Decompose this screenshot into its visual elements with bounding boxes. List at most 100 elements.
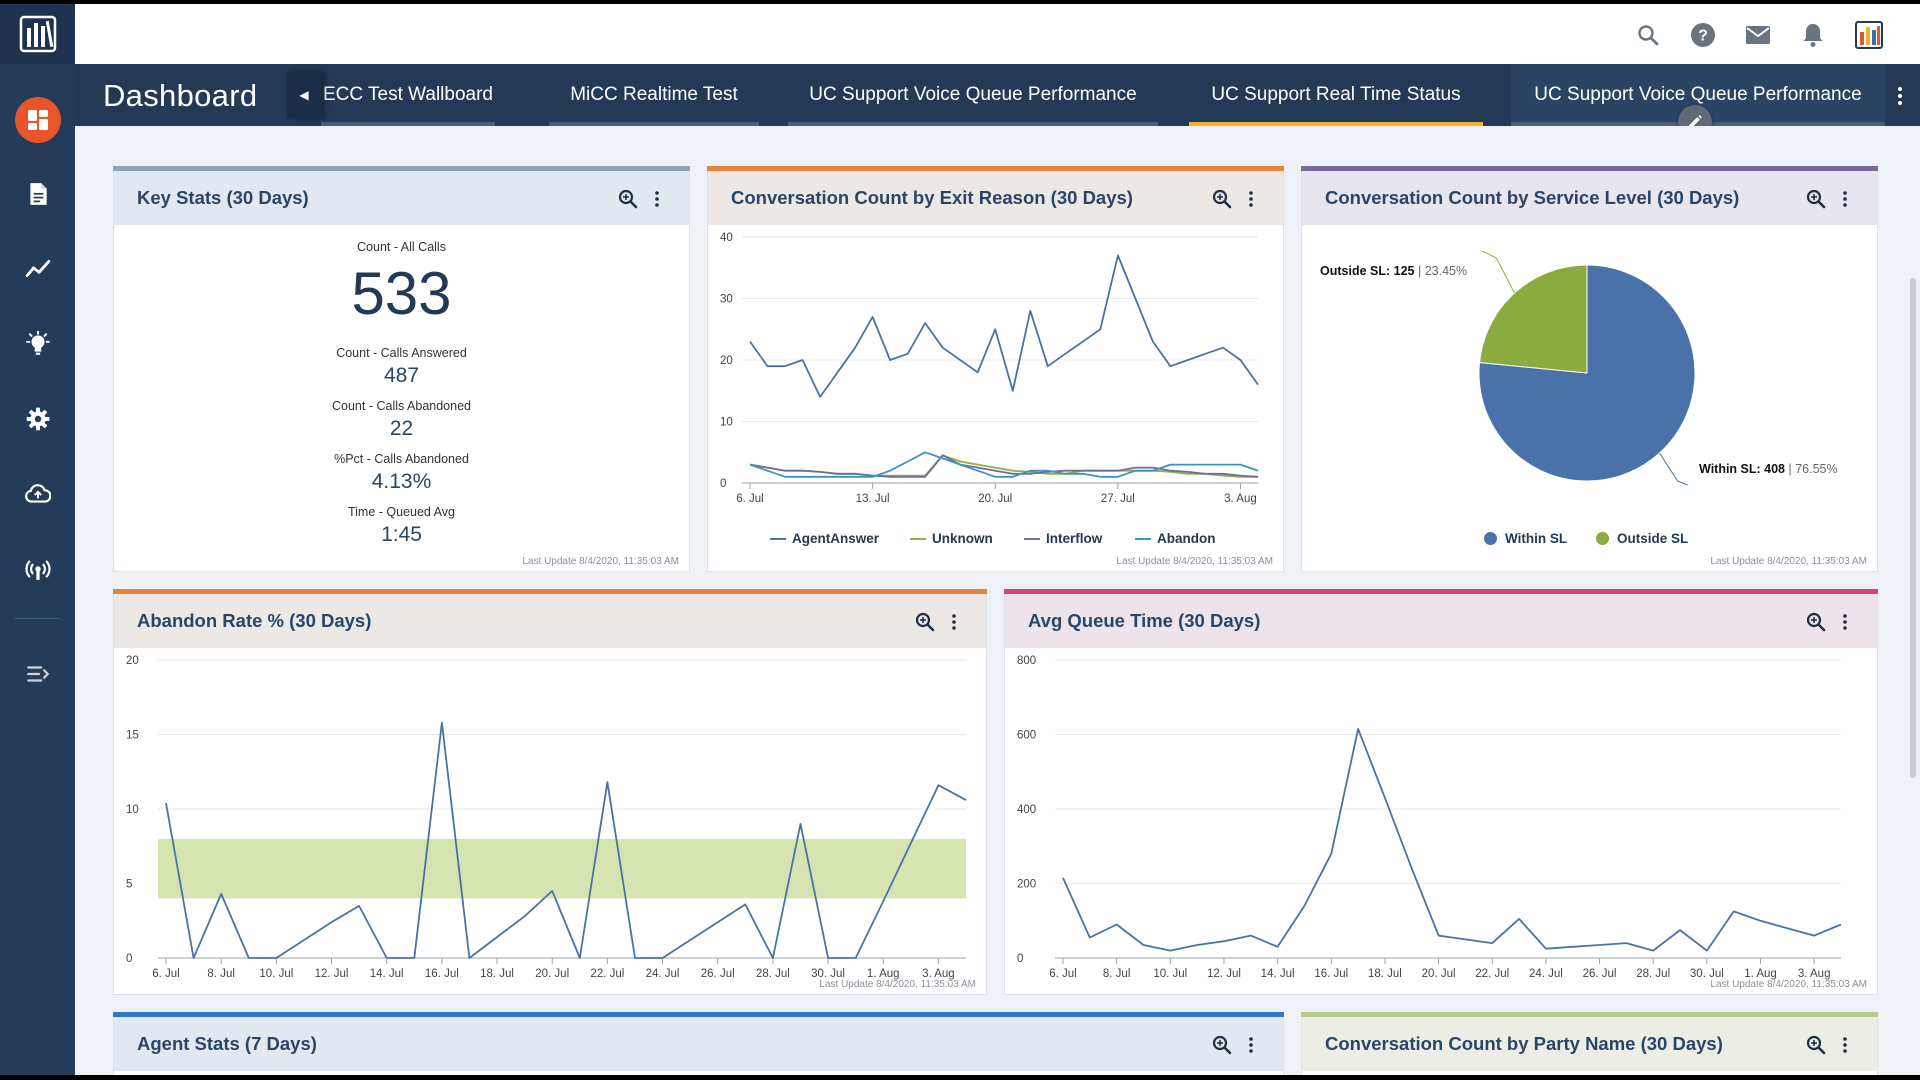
x-tick-label: 6. Jul <box>1049 968 1077 980</box>
panel-menu-button[interactable] <box>1244 1034 1258 1056</box>
stat-label: Count - All Calls <box>357 240 446 254</box>
series-line-agentanswer[interactable] <box>749 254 1259 398</box>
panel-key-stats: Key Stats (30 Days) Count - All Calls 53… <box>113 166 690 572</box>
tab-more-button[interactable] <box>1890 82 1910 110</box>
legend-label: AgentAnswer <box>792 531 880 546</box>
more-vertical-icon <box>655 191 659 207</box>
pie-slice-within-sl[interactable] <box>1478 264 1696 482</box>
zoom-button[interactable] <box>1805 611 1827 633</box>
pie-leader-within <box>1659 452 1688 486</box>
pie-leader-outside <box>1482 250 1515 294</box>
search-button[interactable] <box>1632 19 1664 51</box>
document-icon <box>29 183 47 205</box>
panel-accent <box>1301 1012 1878 1017</box>
series-line-abandon-rate[interactable] <box>165 721 967 959</box>
zoom-button[interactable] <box>1805 188 1827 210</box>
legend-item-within-sl[interactable]: Within SL <box>1484 531 1567 546</box>
tab-underline <box>788 122 1158 126</box>
pie-slice-outside-sl[interactable] <box>1478 264 1588 374</box>
x-tick-label: 20. Jul <box>978 493 1012 505</box>
cloud-upload-icon <box>24 484 51 503</box>
last-update-text: Last Update 8/4/2020, 11:35:03 AM <box>1710 556 1867 567</box>
sidebar-item-analytics[interactable] <box>0 239 75 299</box>
legend-label: Unknown <box>932 531 993 546</box>
zoom-button[interactable] <box>1211 188 1233 210</box>
pie-label-within-count: Within SL: 408 <box>1699 462 1785 476</box>
tab-ecc-test-wallboard[interactable]: ECC Test Wallboard <box>321 64 495 126</box>
stat-label: %Pct - Calls Abandoned <box>334 452 469 466</box>
panel-menu-button[interactable] <box>1838 611 1852 633</box>
tab-scroll-left-button[interactable]: ◀ <box>287 72 321 118</box>
x-tick-label: 20. Jul <box>1422 968 1456 980</box>
zoom-button[interactable] <box>1211 1034 1233 1056</box>
panel-header: Abandon Rate % (30 Days) <box>114 594 986 648</box>
zoom-button[interactable] <box>914 611 936 633</box>
mail-icon <box>1746 26 1770 44</box>
more-vertical-icon <box>952 614 956 630</box>
app-logo[interactable] <box>0 4 75 64</box>
stat-value: 487 <box>383 364 420 387</box>
sidebar-item-cloud[interactable] <box>0 464 75 524</box>
panel-title: Key Stats (30 Days) <box>137 187 309 208</box>
series-line-interflow[interactable] <box>749 454 1259 478</box>
legend-item-interflow[interactable]: Interflow <box>1024 531 1102 546</box>
series-line-unknown[interactable] <box>749 454 1258 478</box>
series-line-avg-queue-time[interactable] <box>1062 728 1842 952</box>
sidebar-item-insights[interactable] <box>0 314 75 374</box>
y-tick-label: 20 <box>126 655 139 667</box>
legend-label: Abandon <box>1157 531 1216 546</box>
target-band <box>158 838 966 899</box>
sidebar-item-reports[interactable] <box>0 164 75 224</box>
exit-reason-chart: 0 10 20 30 40 6. Jul 13. Jul 20. Jul 27. Jul 3. A… <box>720 232 1259 505</box>
stat-value-big: 533 <box>351 260 452 327</box>
panel-menu-button[interactable] <box>650 188 664 210</box>
x-tick-label: 18. Jul <box>1368 968 1402 980</box>
pie-label-outside: Outside SL: 125 | 23.45% <box>1320 264 1467 278</box>
x-tick-label: 20. Jul <box>535 968 569 980</box>
legend-item-abandon[interactable]: Abandon <box>1135 531 1216 546</box>
x-tick-label: 24. Jul <box>1529 968 1563 980</box>
panel-title: Conversation Count by Exit Reason (30 Da… <box>731 187 1133 208</box>
tab-label: UC Support Real Time Status <box>1211 84 1461 105</box>
panel-menu-button[interactable] <box>1838 1034 1852 1056</box>
zoom-button[interactable] <box>617 188 639 210</box>
zoom-icon <box>1212 189 1232 209</box>
pie-label-outside-pct: 23.45% <box>1425 264 1467 278</box>
panel-agent-stats: Agent Stats (7 Days) <box>113 1012 1284 1075</box>
panel-header: Avg Queue Time (30 Days) <box>1005 594 1877 648</box>
abandon-rate-chart: 0 5 10 15 20 6. Jul 8. Jul 10. Jul 12. Jul 14. Ju… <box>126 655 967 980</box>
help-button[interactable]: ? <box>1687 19 1719 51</box>
legend-item-unknown[interactable]: Unknown <box>910 531 993 546</box>
panel-menu-button[interactable] <box>1838 188 1852 210</box>
sidebar-item-dashboard[interactable] <box>15 97 61 143</box>
legend-item-agentanswer[interactable]: AgentAnswer <box>770 531 879 546</box>
y-tick-label: 600 <box>1017 730 1036 742</box>
sidebar-item-settings[interactable] <box>0 389 75 449</box>
notifications-button[interactable] <box>1797 19 1829 51</box>
avg-queue-time-chart: 0 200 400 600 800 6. Jul 8. Jul 10. Jul 12. Jul 1… <box>1017 655 1842 980</box>
series-line-abandon[interactable] <box>749 451 1259 478</box>
more-vertical-icon <box>1898 87 1902 105</box>
tab-micc-realtime-test[interactable]: MiCC Realtime Test <box>549 64 759 126</box>
pie-label-within-pct: 76.55% <box>1795 462 1837 476</box>
mail-button[interactable] <box>1742 19 1774 51</box>
panel-menu-button[interactable] <box>947 611 961 633</box>
content-scrollbar[interactable] <box>1910 278 1916 778</box>
tab-uc-support-voice-queue-performance-2[interactable]: UC Support Voice Queue Performance <box>1511 64 1885 126</box>
sidebar-item-broadcast[interactable] <box>0 539 75 599</box>
tab-uc-support-voice-queue-performance[interactable]: UC Support Voice Queue Performance <box>788 64 1158 126</box>
legend-item-outside-sl[interactable]: Outside SL <box>1596 531 1688 546</box>
panel-accent <box>113 166 690 171</box>
page-title: Dashboard <box>103 78 258 113</box>
panel-menu-button[interactable] <box>1244 188 1258 210</box>
panel-service-level: Conversation Count by Service Level (30 … <box>1301 166 1878 572</box>
zoom-icon <box>618 189 638 209</box>
panel-party-name: Conversation Count by Party Name (30 Day… <box>1301 1012 1878 1075</box>
tab-underline <box>321 122 495 126</box>
tab-uc-support-real-time-status[interactable]: UC Support Real Time Status <box>1189 64 1483 126</box>
broadcast-icon <box>24 560 51 580</box>
x-tick-label: 24. Jul <box>646 968 680 980</box>
product-logo-button[interactable] <box>1853 19 1885 51</box>
sidebar-expand-button[interactable] <box>0 644 75 704</box>
zoom-button[interactable] <box>1805 1034 1827 1056</box>
